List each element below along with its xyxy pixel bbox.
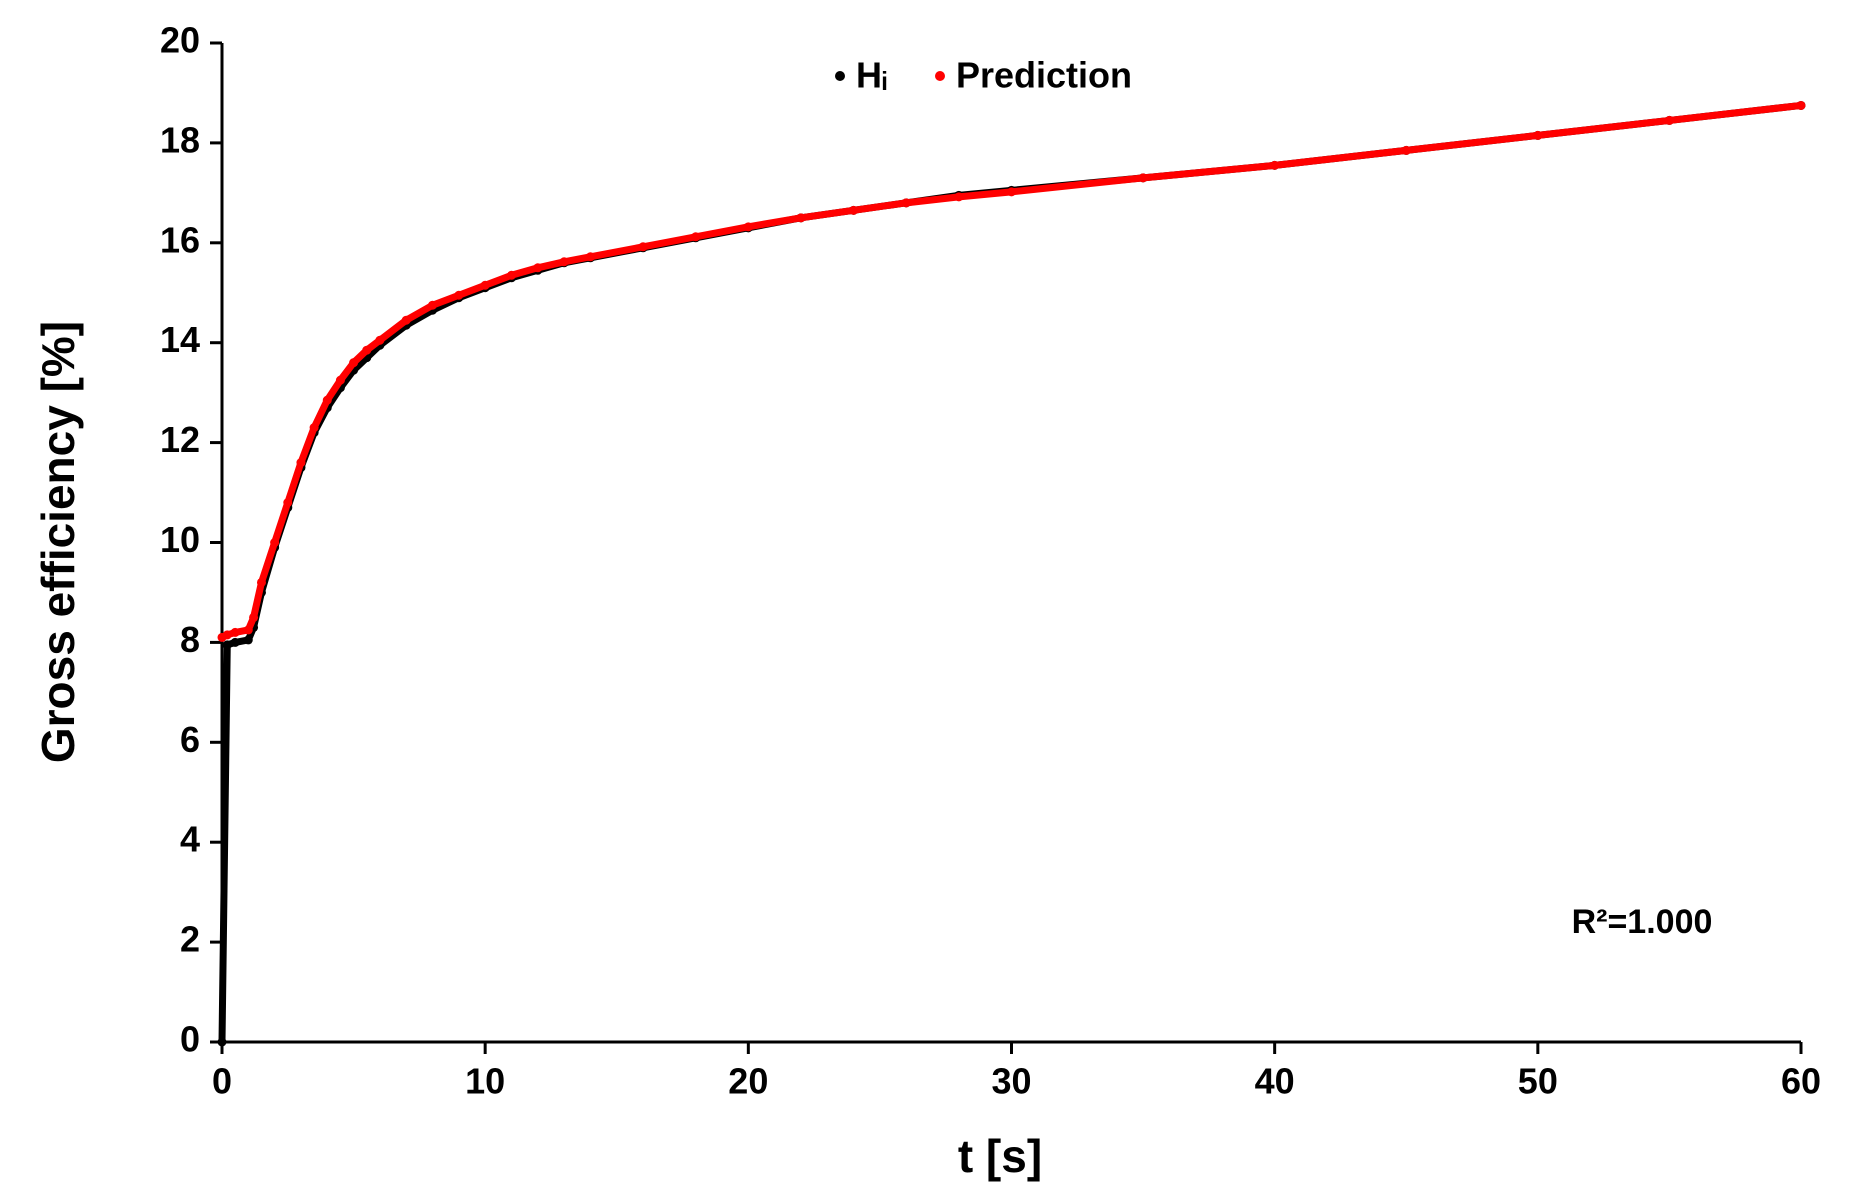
point <box>256 577 266 587</box>
point <box>401 315 411 325</box>
y-axis-title: Gross efficiency [%] <box>32 321 84 763</box>
point <box>243 625 253 635</box>
y-tick-label: 12 <box>160 419 200 460</box>
legend-label: Hᵢ <box>856 55 887 96</box>
x-tick-label: 40 <box>1255 1061 1295 1102</box>
point <box>222 640 232 650</box>
point <box>559 257 569 267</box>
x-tick-label: 60 <box>1781 1061 1821 1102</box>
point <box>901 198 911 208</box>
point <box>249 612 259 622</box>
series-line <box>218 101 1805 1046</box>
point <box>638 242 648 252</box>
point <box>362 345 372 355</box>
point <box>1796 100 1806 110</box>
point <box>1664 115 1674 125</box>
point <box>283 498 293 508</box>
point <box>691 232 701 242</box>
y-tick-label: 8 <box>180 619 200 660</box>
point <box>743 222 753 232</box>
point <box>1533 130 1543 140</box>
y-tick-label: 2 <box>180 919 200 960</box>
point <box>796 213 806 223</box>
point <box>217 1037 227 1047</box>
point <box>480 280 490 290</box>
point <box>506 270 516 280</box>
point <box>428 300 438 310</box>
point <box>1270 160 1280 170</box>
y-tick-label: 18 <box>160 119 200 160</box>
x-tick-label: 50 <box>1518 1061 1558 1102</box>
point <box>335 375 345 385</box>
y-tick-label: 0 <box>180 1019 200 1060</box>
legend-label: Prediction <box>956 55 1132 96</box>
point <box>270 538 280 547</box>
x-tick-label: 10 <box>465 1061 505 1102</box>
point <box>1401 145 1411 155</box>
point <box>849 205 859 215</box>
point <box>296 458 306 468</box>
point <box>375 335 385 345</box>
x-tick-label: 30 <box>991 1061 1031 1102</box>
x-tick-label: 0 <box>212 1061 232 1102</box>
point <box>1007 187 1016 197</box>
point <box>230 637 240 647</box>
point <box>322 395 332 405</box>
y-tick-label: 6 <box>180 719 200 760</box>
point <box>222 630 232 640</box>
point <box>230 627 240 637</box>
legend-marker <box>835 71 845 81</box>
y-tick-label: 4 <box>180 819 200 860</box>
y-tick-label: 10 <box>160 519 200 560</box>
point <box>349 358 359 368</box>
point <box>954 192 964 202</box>
annotation: R²=1.000 <box>1572 903 1713 941</box>
point <box>533 263 543 273</box>
legend-marker <box>935 71 945 81</box>
point <box>454 290 464 300</box>
point <box>243 635 253 645</box>
point <box>1138 173 1148 183</box>
point <box>309 423 319 433</box>
y-tick-label: 14 <box>160 319 200 360</box>
x-tick-label: 20 <box>728 1061 768 1102</box>
point <box>585 252 595 262</box>
x-axis-title: t [s] <box>958 1130 1042 1182</box>
y-tick-label: 20 <box>160 20 200 61</box>
y-tick-label: 16 <box>160 219 200 260</box>
series-line <box>218 101 1805 641</box>
